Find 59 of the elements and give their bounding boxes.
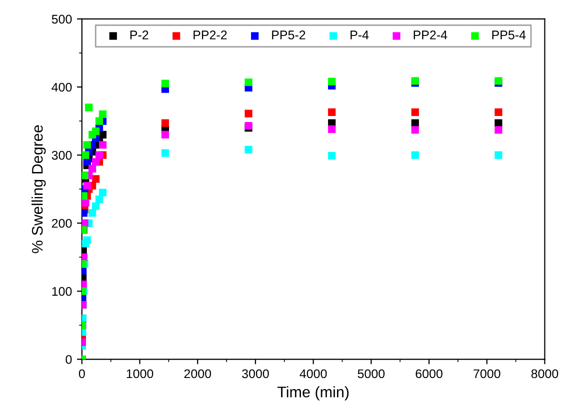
point [494, 126, 502, 134]
x-tick-label: 8000 [531, 369, 558, 378]
x-tick-label: 0 [78, 369, 85, 378]
x-tick-label: 6000 [416, 369, 442, 378]
y-tick-label: 500 [52, 14, 72, 24]
point [82, 219, 88, 227]
point [161, 149, 170, 157]
point [95, 151, 104, 159]
point [244, 146, 252, 154]
point [411, 126, 419, 134]
point [161, 119, 170, 127]
point [92, 202, 100, 210]
x-tick-label: 5000 [358, 369, 385, 378]
point [88, 209, 96, 217]
point [328, 125, 336, 134]
point [161, 80, 170, 88]
legend-label: P-2 [130, 30, 148, 40]
point [95, 117, 104, 125]
point [82, 151, 90, 159]
point [92, 175, 100, 183]
y-tick-label: 100 [52, 287, 72, 296]
point [244, 78, 252, 86]
point [411, 108, 419, 116]
point [98, 188, 107, 196]
point [328, 108, 336, 116]
point [494, 151, 502, 159]
point [161, 130, 170, 138]
point [328, 152, 336, 160]
y-tick-label: 200 [52, 218, 72, 228]
point [88, 164, 96, 172]
legend-label: PP2-4 [414, 30, 448, 40]
legend-label: PP5-2 [272, 30, 306, 40]
point [83, 141, 91, 149]
point [494, 108, 502, 116]
point [411, 151, 419, 159]
point [92, 127, 100, 136]
legend-label: PP5-4 [492, 30, 526, 40]
point [85, 104, 93, 112]
x-tick-label: 3000 [242, 369, 269, 378]
x-tick-label: 2000 [184, 369, 212, 378]
point [95, 196, 104, 204]
point [328, 78, 336, 86]
point [83, 182, 91, 190]
x-axis-title: Time (min) [277, 386, 349, 400]
point [83, 236, 91, 244]
y-tick-label: 300 [52, 150, 72, 160]
y-axis-title: % Swelling Degree [32, 125, 46, 254]
point [98, 141, 107, 149]
y-tick-label: 400 [52, 82, 72, 92]
x-tick-label: 7000 [474, 369, 500, 378]
legend-label: PP2-2 [194, 30, 227, 40]
point [494, 119, 502, 127]
y-tick-label: 0 [66, 355, 72, 364]
x-tick-label: 1000 [126, 369, 154, 378]
point [244, 110, 252, 118]
point [92, 158, 100, 166]
x-tick-label: 4000 [300, 369, 327, 378]
legend-label: P-4 [350, 30, 369, 40]
point [98, 110, 107, 118]
